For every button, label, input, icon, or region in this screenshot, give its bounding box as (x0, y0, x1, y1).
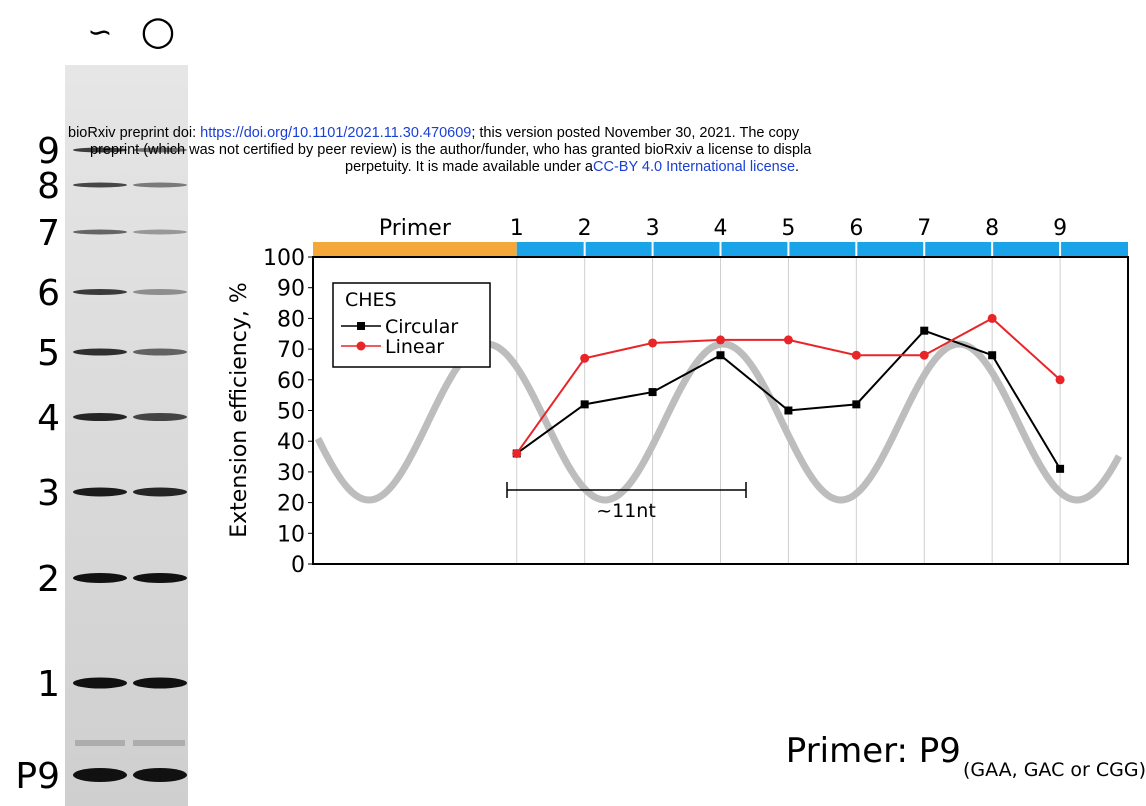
x-tick-label: 2 (578, 216, 592, 241)
x-tick-label: 4 (714, 216, 728, 241)
point (581, 400, 589, 408)
header-segment (517, 242, 1128, 256)
gel-band (133, 488, 187, 497)
page: { "header": { "line1": ["bioRxiv preprin… (0, 0, 1146, 806)
y-tick-label: 70 (277, 338, 305, 363)
band-label: 3 (37, 473, 60, 514)
y-tick-label: 40 (277, 430, 305, 455)
x-tick-label: 9 (1053, 216, 1067, 241)
legend-label: Linear (385, 336, 444, 358)
band-label: 4 (37, 398, 60, 439)
band-label: 6 (37, 273, 60, 314)
header-text: bioRxiv preprint doi: (68, 125, 200, 141)
header-line-3: perpetuity. It is made available under a… (345, 159, 799, 175)
y-tick-label: 80 (277, 307, 305, 332)
legend-marker (357, 322, 365, 330)
point (649, 388, 657, 396)
gel-band (73, 230, 127, 235)
gel-band (73, 183, 127, 188)
caption-subscript: (GAA, GAC or CGG) (963, 759, 1146, 781)
gel-band (133, 349, 187, 356)
gel (65, 65, 188, 806)
point (512, 449, 521, 458)
point (784, 407, 792, 415)
caption: Primer: P9(GAA, GAC or CGG) (786, 731, 1146, 781)
point (988, 314, 997, 323)
gel-band (73, 349, 127, 356)
gel-band (133, 768, 187, 782)
point (784, 335, 793, 344)
band-label: 2 (37, 559, 60, 600)
point (852, 351, 861, 360)
header-line-2: preprint (which was not certified by pee… (90, 142, 812, 158)
gel-band (73, 289, 127, 295)
band-label: 8 (37, 166, 60, 207)
gel-band (73, 488, 127, 497)
lane-label: ○ (141, 8, 176, 54)
gel-band (73, 768, 127, 782)
legend-title: CHES (345, 289, 397, 311)
header-text: . (795, 159, 799, 175)
point (1056, 375, 1065, 384)
point (1056, 465, 1064, 473)
doi-link[interactable]: https://doi.org/10.1101/2021.11.30.47060… (200, 125, 471, 141)
y-tick-label: 0 (291, 553, 305, 578)
legend-marker (357, 342, 366, 351)
y-tick-label: 30 (277, 461, 305, 486)
point (988, 351, 996, 359)
y-tick-label: 90 (277, 277, 305, 302)
gel-band (133, 573, 187, 583)
lane-label: ∽ (87, 15, 112, 50)
gel-band (133, 230, 187, 235)
x-tick-label: 8 (985, 216, 999, 241)
gel-band (73, 413, 127, 421)
point (717, 351, 725, 359)
y-tick-label: 50 (277, 400, 305, 425)
point (716, 335, 725, 344)
band-label: 5 (37, 333, 60, 374)
y-tick-label: 10 (277, 522, 305, 547)
x-tick-label: 5 (781, 216, 795, 241)
y-tick-label: 20 (277, 492, 305, 517)
y-tick-label: 100 (263, 246, 305, 271)
license-link[interactable]: CC-BY 4.0 International license (593, 159, 795, 175)
caption-text: Primer: P9 (786, 731, 961, 771)
point (648, 338, 657, 347)
point (920, 351, 929, 360)
legend-label: Circular (385, 316, 458, 338)
band-label: P9 (15, 756, 60, 797)
gel-band (133, 413, 187, 421)
header-segment (313, 242, 517, 256)
y-tick-label: 60 (277, 369, 305, 394)
header-text: ; this version posted November 30, 2021.… (471, 125, 800, 141)
header-text: perpetuity. It is made available under a (345, 159, 594, 175)
band-label: 7 (37, 213, 60, 254)
x-tick-label: 6 (849, 216, 863, 241)
point (852, 400, 860, 408)
x-tick-label: 1 (510, 216, 524, 241)
point (580, 354, 589, 363)
gel-band (133, 183, 187, 188)
annotation: ~11nt (596, 500, 656, 522)
x-header-label: Primer (379, 216, 452, 241)
gel-band (75, 740, 125, 746)
x-tick-label: 3 (646, 216, 660, 241)
x-tick-label: 7 (917, 216, 931, 241)
gel-band (133, 678, 187, 689)
y-axis-label: Extension efficiency, % (227, 282, 252, 538)
figure: bioRxiv preprint doi: https://doi.org/10… (0, 0, 1146, 806)
gel-band (73, 678, 127, 689)
gel-band (133, 740, 185, 746)
point (920, 327, 928, 335)
gel-band (73, 573, 127, 583)
header-line-1: bioRxiv preprint doi: https://doi.org/10… (68, 125, 800, 141)
band-label: 1 (37, 664, 60, 705)
gel-band (133, 289, 187, 295)
